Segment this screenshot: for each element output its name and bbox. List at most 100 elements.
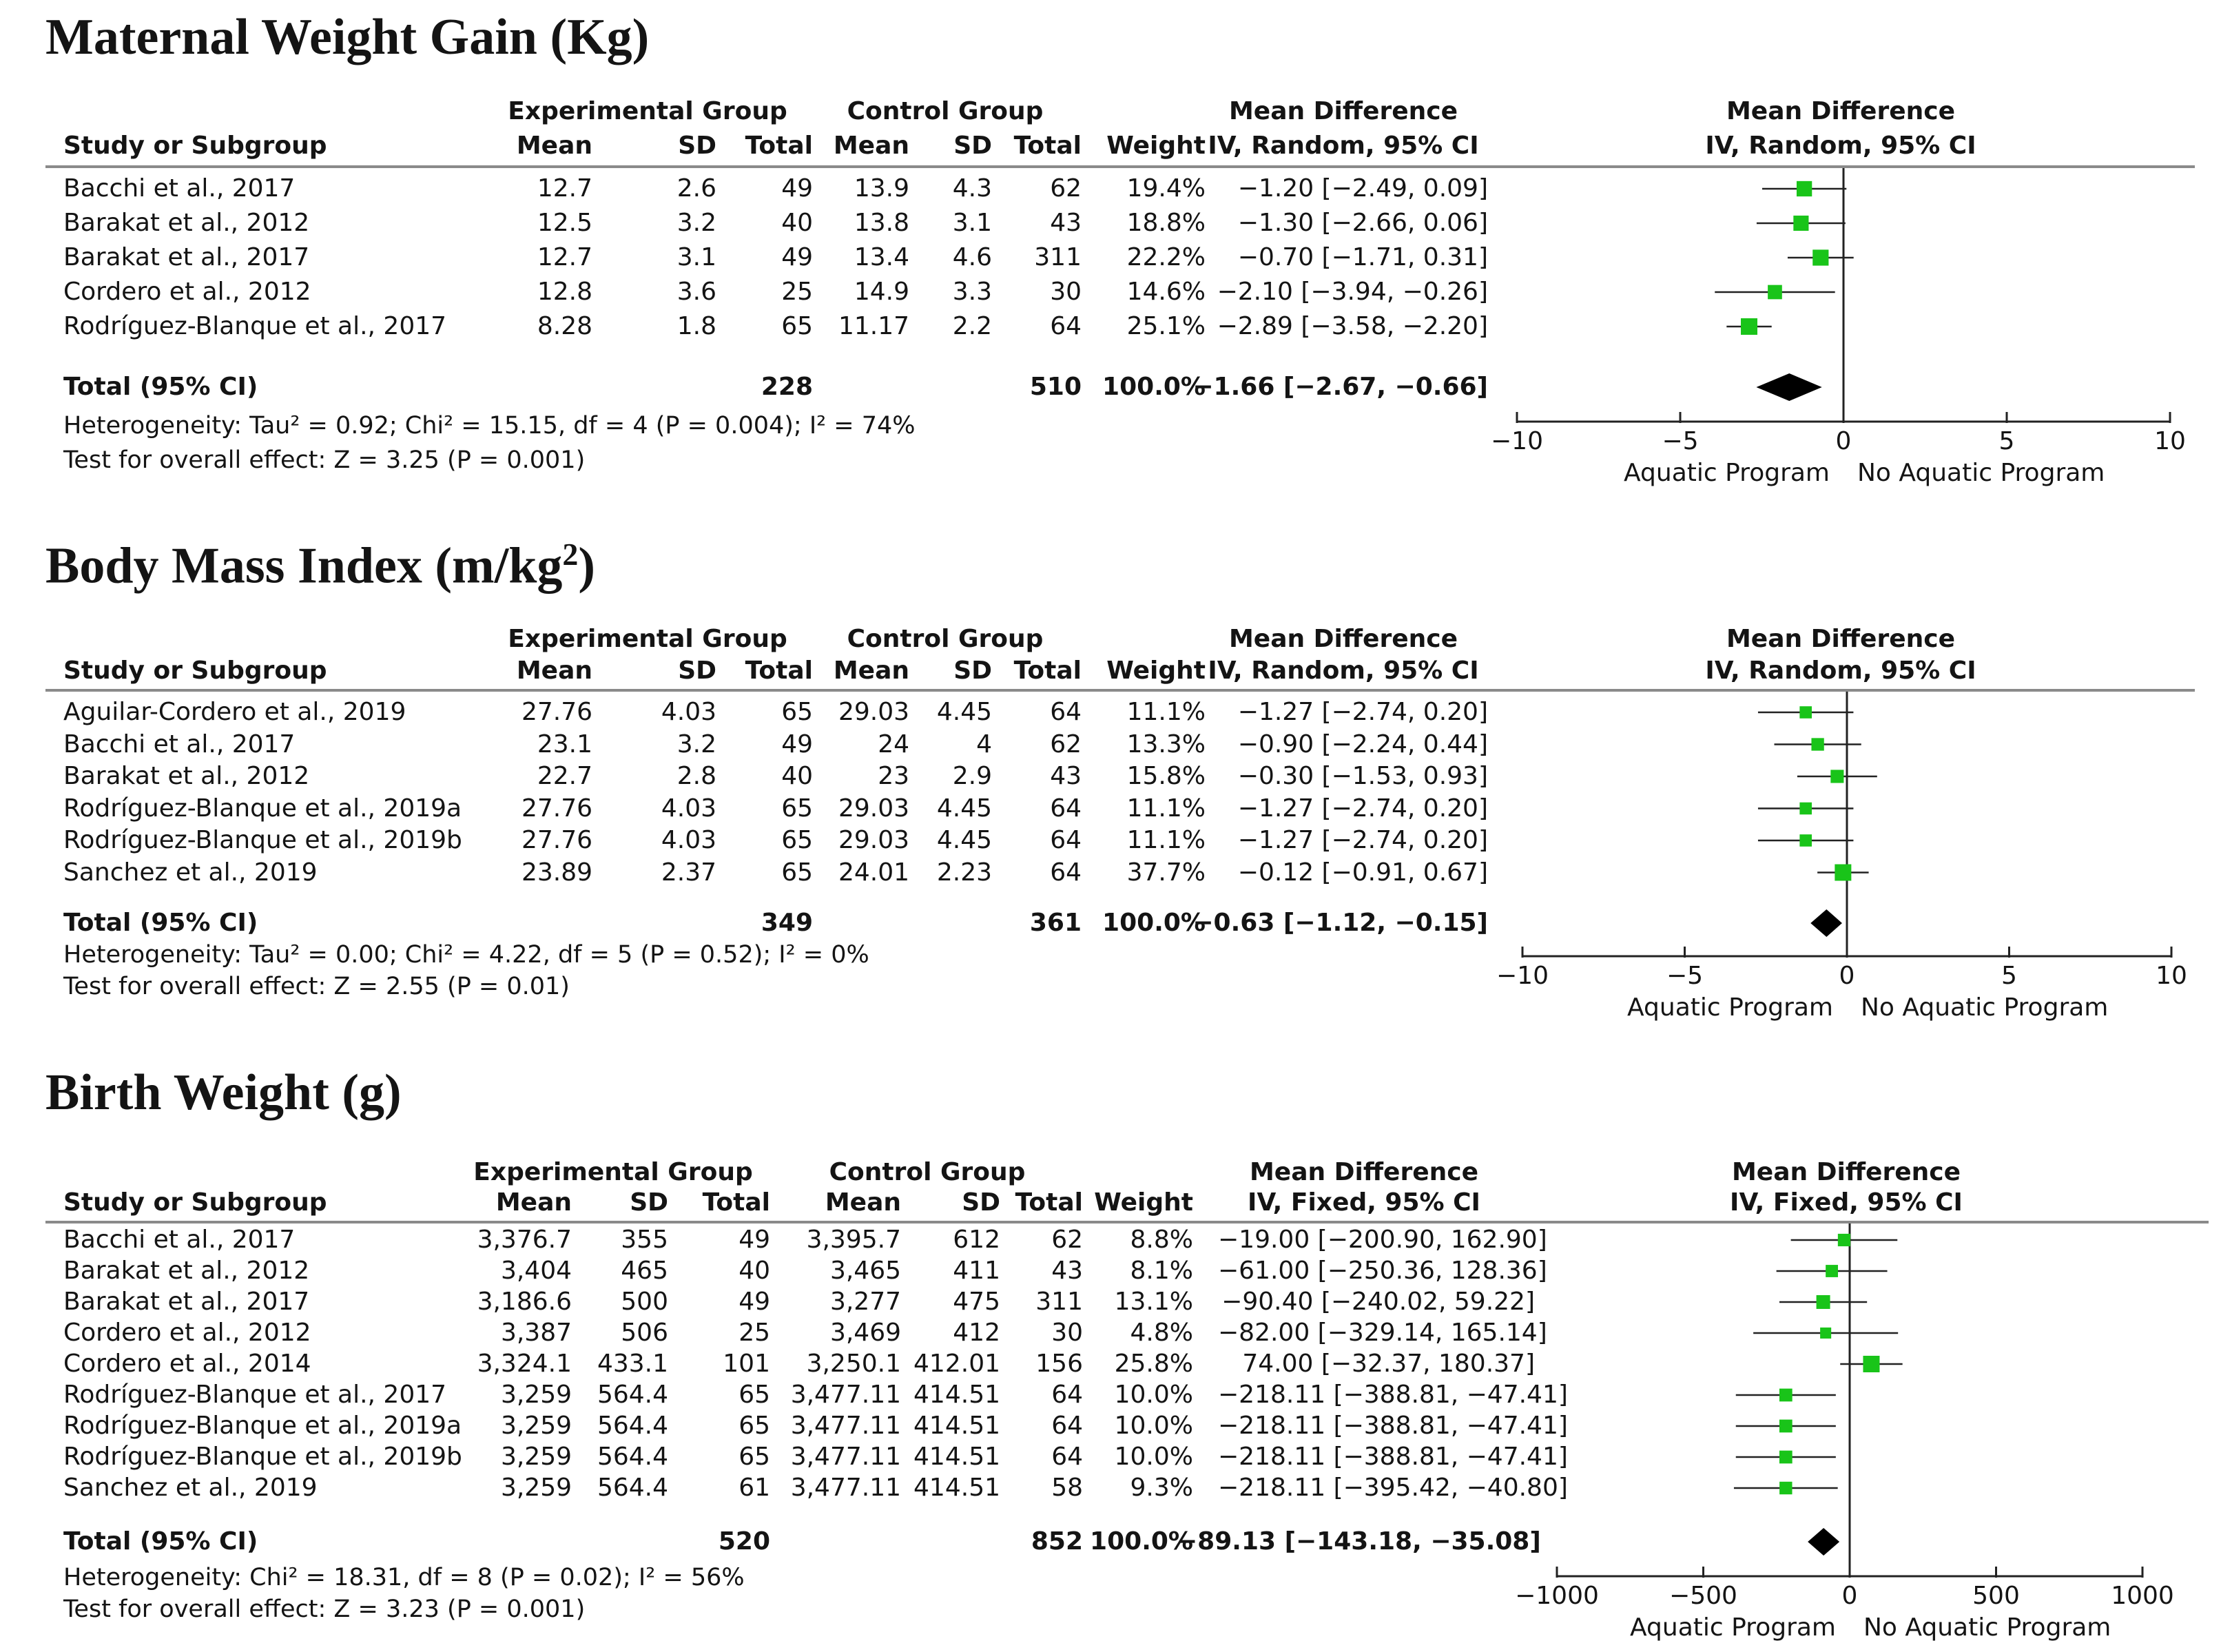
panel-title-text: Maternal Weight Gain (Kg) xyxy=(45,9,650,65)
ci-header: IV, Random, 95% CI xyxy=(1208,132,1479,160)
exp-mean: 3,387 xyxy=(500,1319,572,1347)
point-estimate xyxy=(1820,1327,1832,1339)
favours-left-label: Aquatic Program xyxy=(1630,1613,1836,1642)
ctrl-mean: 3,477.11 xyxy=(790,1443,901,1471)
ctrl-sd: 2.2 xyxy=(952,312,992,340)
ctrl-mean: 13.9 xyxy=(854,174,909,203)
study-name: Aguilar-Cordero et al., 2019 xyxy=(63,698,406,726)
panel-title-text: Birth Weight (g) xyxy=(45,1064,402,1121)
ctrl-mean: 29.03 xyxy=(838,826,909,854)
point-estimate xyxy=(1837,1233,1851,1247)
exp-sd: 506 xyxy=(621,1319,668,1347)
exp-sd: 564.4 xyxy=(597,1443,668,1471)
ci-header: IV, Fixed, 95% CI xyxy=(1248,1188,1480,1217)
exp-total: 65 xyxy=(738,1381,770,1409)
weight-header: Weight xyxy=(1106,657,1206,685)
exp-mean: 12.8 xyxy=(537,278,592,306)
weight-value: 25.8% xyxy=(1114,1350,1193,1378)
point-estimate xyxy=(1799,706,1812,719)
study-name: Barakat et al., 2012 xyxy=(63,762,310,790)
ctrl-total-header: Total xyxy=(1015,1188,1083,1217)
point-estimate xyxy=(1796,180,1812,197)
total-ci: −0.63 [−1.12, −0.15] xyxy=(1192,909,1488,937)
x-tick-label: 10 xyxy=(2154,427,2186,455)
point-estimate xyxy=(1799,802,1812,815)
favours-left-label: Aquatic Program xyxy=(1624,459,1830,487)
ctrl-mean: 29.03 xyxy=(838,794,909,823)
ci-value: −218.11 [−388.81, −47.41] xyxy=(1218,1443,1568,1471)
study-name: Rodríguez-Blanque et al., 2019a xyxy=(63,1412,462,1440)
exp-sd: 2.8 xyxy=(676,762,716,790)
exp-mean: 12.5 xyxy=(537,209,592,237)
ctrl-sd: 475 xyxy=(953,1288,1000,1316)
exp-total: 49 xyxy=(781,174,813,203)
exp-mean: 3,259 xyxy=(500,1381,572,1409)
exp-total-header: Total xyxy=(745,132,813,160)
ctrl-sd: 414.51 xyxy=(913,1381,1000,1409)
study-column-header: Study or Subgroup xyxy=(63,1188,327,1217)
weight-header: Weight xyxy=(1094,1188,1193,1217)
ci-value: −1.27 [−2.74, 0.20] xyxy=(1237,826,1488,854)
point-estimate xyxy=(1830,770,1844,783)
overall-effect-text: Test for overall effect: Z = 3.25 (P = 0… xyxy=(63,446,586,474)
exp-sd: 4.03 xyxy=(661,794,716,823)
panel-title-end: ) xyxy=(578,537,596,595)
ctrl-total: 30 xyxy=(1051,1319,1083,1347)
exp-mean: 3,186.6 xyxy=(477,1288,572,1316)
ci-value: −0.70 [−1.71, 0.31] xyxy=(1237,243,1488,271)
ctrl-sd-header: SD xyxy=(953,132,992,160)
weight-value: 18.8% xyxy=(1126,209,1206,237)
header-rule xyxy=(45,689,2195,692)
study-name: Cordero et al., 2012 xyxy=(63,1319,311,1347)
pooled-diamond xyxy=(1808,1528,1840,1556)
exp-sd: 564.4 xyxy=(597,1474,668,1502)
ctrl-total: 311 xyxy=(1034,243,1082,271)
ci-value: −90.40 [−240.02, 59.22] xyxy=(1221,1288,1535,1316)
total-ctrl-n: 852 xyxy=(1031,1527,1083,1556)
ctrl-total: 311 xyxy=(1035,1288,1083,1316)
ctrl-sd: 4.45 xyxy=(936,698,992,726)
study-name: Rodríguez-Blanque et al., 2019b xyxy=(63,1443,462,1471)
overall-effect-text: Test for overall effect: Z = 3.23 (P = 0… xyxy=(63,1596,586,1623)
point-estimate xyxy=(1863,1356,1880,1372)
control-group-header: Control Group xyxy=(847,625,1044,653)
ci-value: 74.00 [−32.37, 180.37] xyxy=(1242,1350,1535,1378)
exp-mean: 27.76 xyxy=(521,794,592,823)
ci-value: −218.11 [−388.81, −47.41] xyxy=(1218,1412,1568,1440)
ctrl-sd: 4 xyxy=(976,730,992,758)
total-weight: 100.0% xyxy=(1102,373,1206,401)
exp-sd: 4.03 xyxy=(661,826,716,854)
exp-total-header: Total xyxy=(702,1188,770,1217)
total-label: Total (95% CI) xyxy=(63,1527,258,1556)
exp-total: 49 xyxy=(738,1288,770,1316)
ctrl-total: 64 xyxy=(1050,698,1082,726)
forest-panel: Maternal Weight Gain (Kg) Experimental Gr… xyxy=(0,0,2221,529)
ctrl-mean-header: Mean xyxy=(825,1188,901,1217)
weight-value: 11.1% xyxy=(1126,698,1206,726)
x-tick-label: 1000 xyxy=(2111,1582,2174,1610)
ctrl-mean: 24 xyxy=(878,730,909,758)
weight-value: 13.1% xyxy=(1114,1288,1193,1316)
exp-total: 25 xyxy=(738,1319,770,1347)
point-estimate xyxy=(1741,318,1758,335)
ci-value: −0.30 [−1.53, 0.93] xyxy=(1237,762,1488,790)
x-tick-label: −500 xyxy=(1669,1582,1737,1610)
x-tick-label: −5 xyxy=(1662,427,1698,455)
exp-mean: 3,324.1 xyxy=(477,1350,572,1378)
exp-total: 101 xyxy=(723,1350,770,1378)
ctrl-mean: 13.4 xyxy=(854,243,909,271)
study-name: Rodríguez-Blanque et al., 2017 xyxy=(63,312,447,340)
ctrl-sd: 411 xyxy=(953,1257,1000,1285)
pooled-diamond xyxy=(1756,373,1822,401)
exp-total: 49 xyxy=(781,243,813,271)
forest-panel: Birth Weight (g) Experimental Group Contro… xyxy=(0,1060,2221,1646)
exp-mean: 27.76 xyxy=(521,698,592,726)
heterogeneity-text: Heterogeneity: Chi² = 18.31, df = 8 (P =… xyxy=(63,1564,745,1591)
ctrl-mean-header: Mean xyxy=(833,132,909,160)
header-rule xyxy=(45,1221,2209,1223)
exp-sd-header: SD xyxy=(678,132,716,160)
ctrl-total: 156 xyxy=(1035,1350,1083,1378)
ctrl-total: 64 xyxy=(1050,858,1082,887)
study-name: Rodríguez-Blanque et al., 2019a xyxy=(63,794,462,823)
total-label: Total (95% CI) xyxy=(63,909,258,937)
